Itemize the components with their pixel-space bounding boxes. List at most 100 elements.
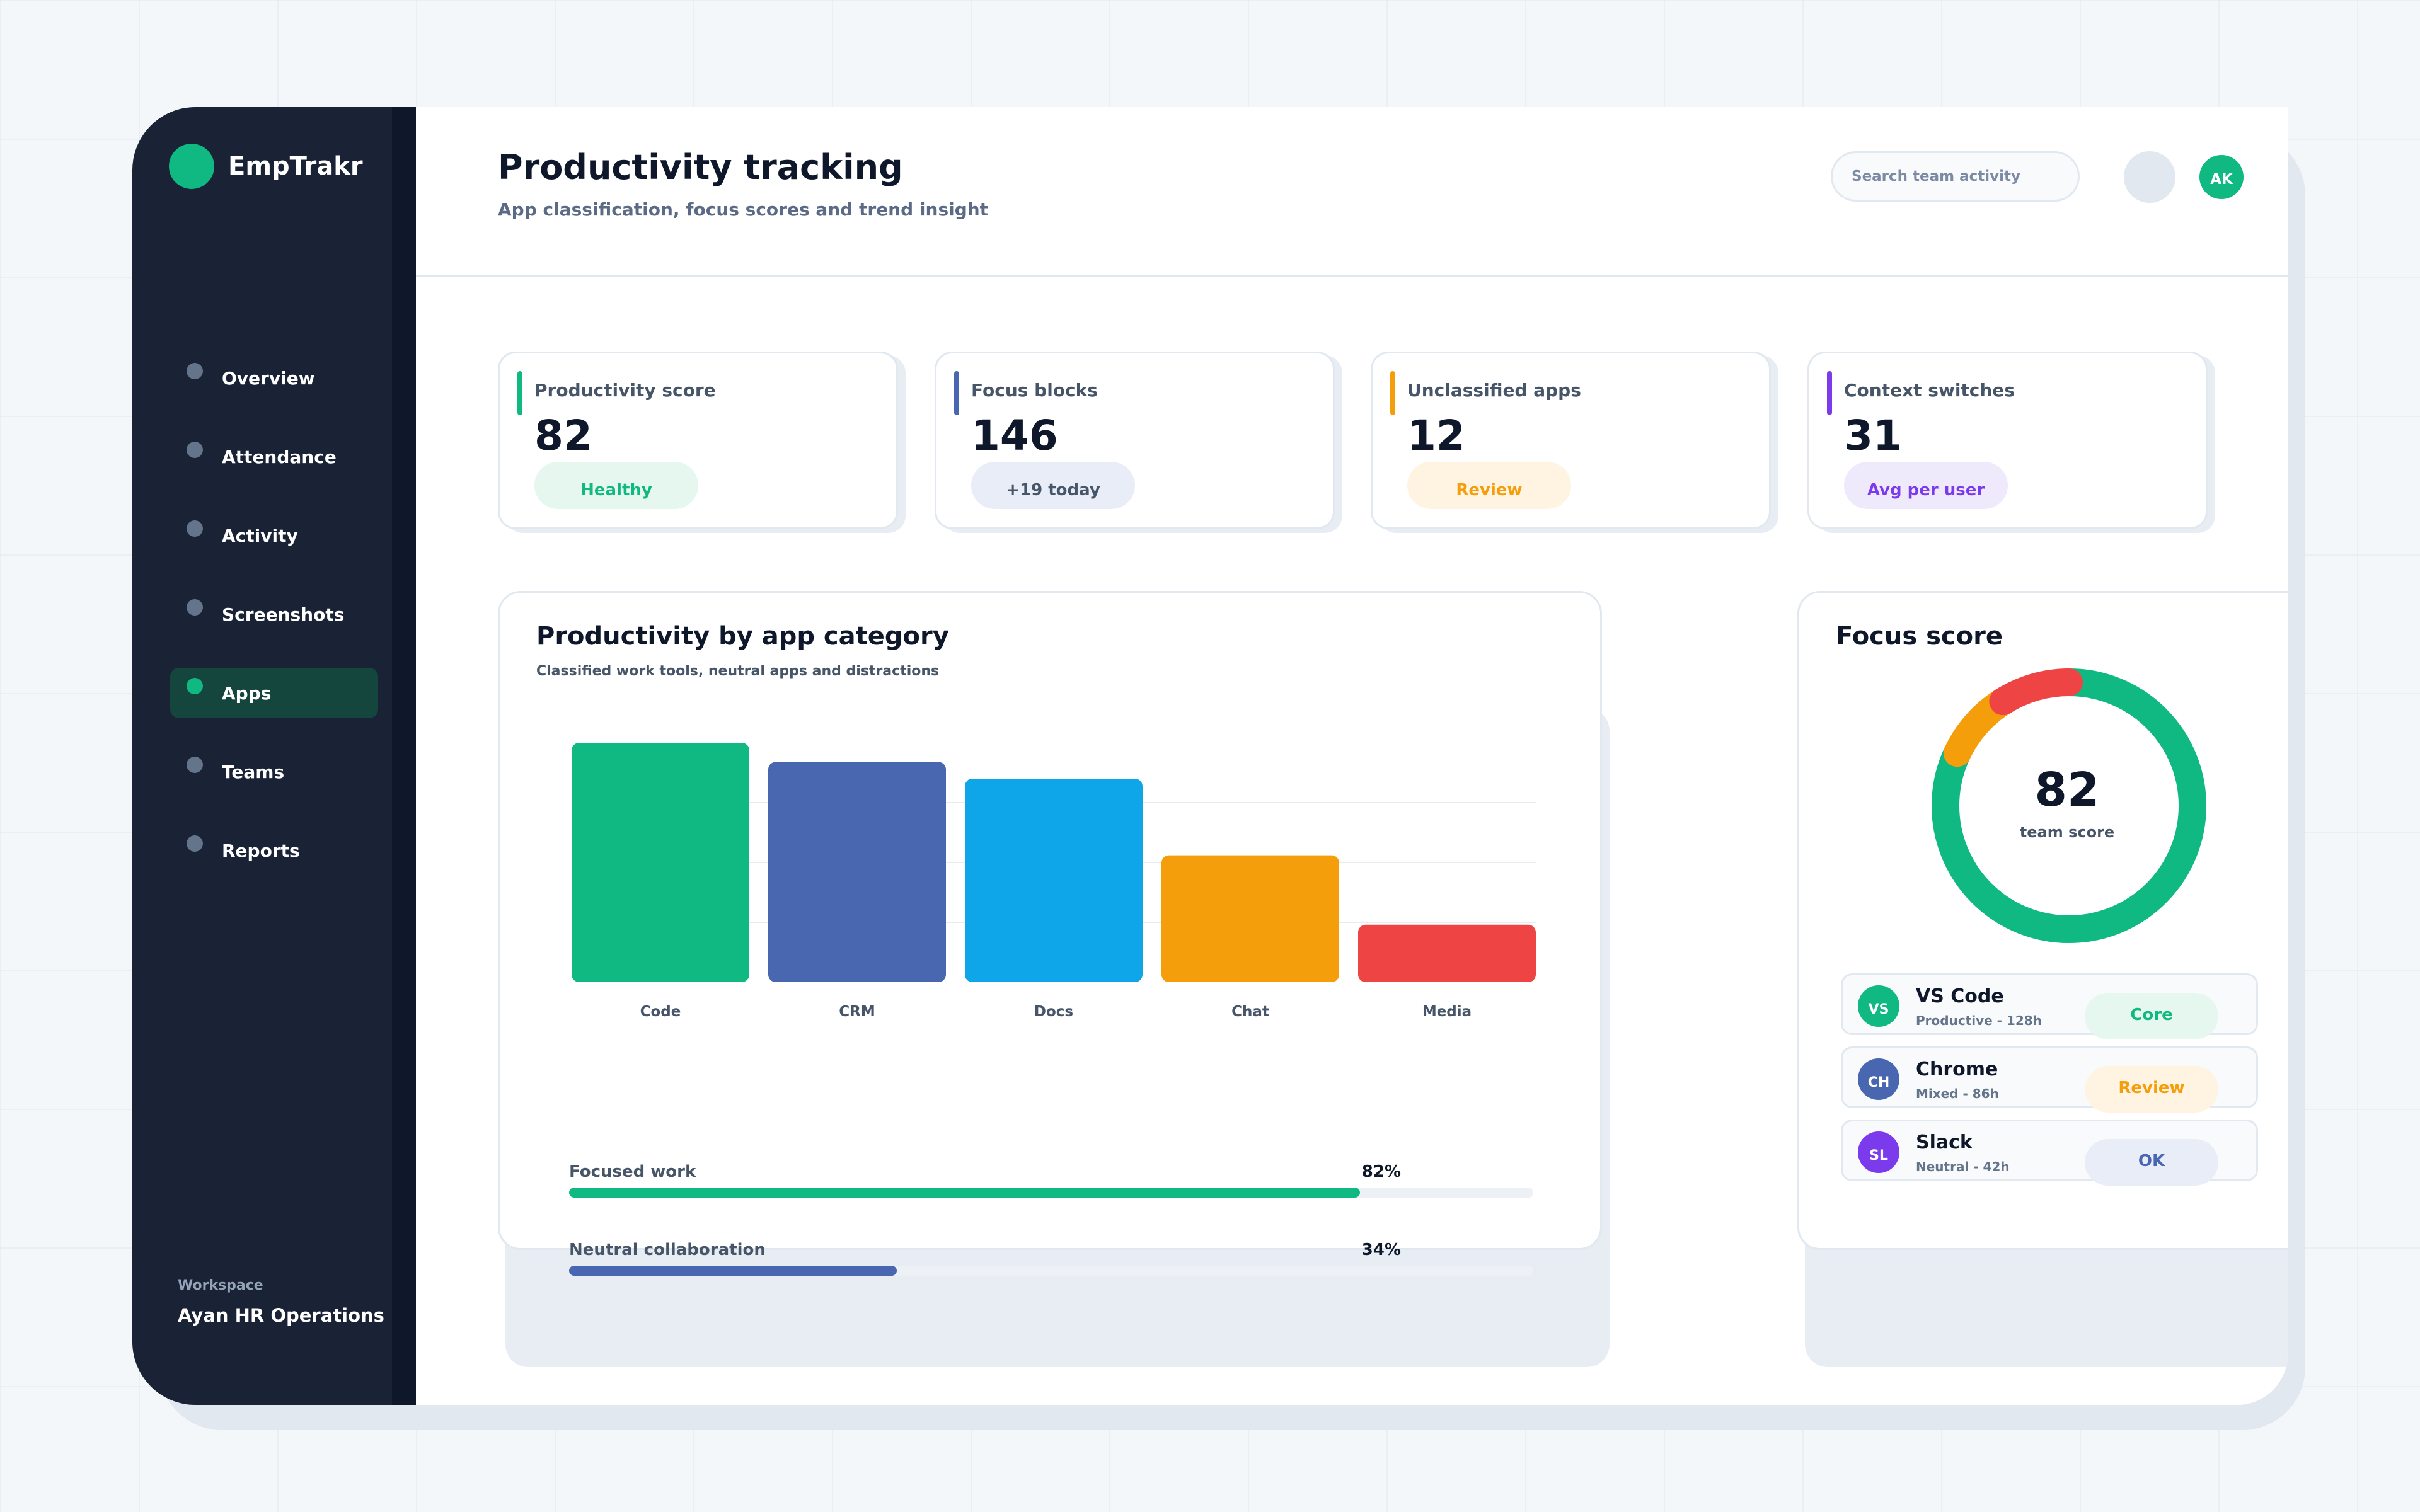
bar-chat[interactable] [1161,855,1339,982]
workspace-info[interactable]: Workspace Ayan HR Operations [178,1278,384,1326]
kpi-value: 82 [534,411,592,460]
focus-score-value: 82 [2034,763,2100,817]
sidebar-item-attendance[interactable]: Attendance [170,432,378,482]
bar-docs[interactable] [965,779,1143,982]
chart-title: Productivity by app category [536,622,949,651]
page-title: Productivity tracking [498,147,903,187]
focus-card-title: Focus score [1836,622,2003,651]
brand-logo-icon [169,144,214,189]
app-meta: Mixed - 86h [1916,1086,1999,1101]
main-content: Productivity tracking App classification… [416,107,2288,1405]
x-tick-label: CRM [839,1004,875,1020]
sidebar-item-label: Attendance [222,446,337,467]
kpi-accent [1390,371,1395,415]
page-subtitle: App classification, focus scores and tre… [498,199,989,220]
kpi-card-unclassified-apps[interactable]: Unclassified apps 12 Review [1371,352,1771,529]
app-avatar-icon: SL [1858,1131,1899,1173]
donut-segment [1932,668,2206,943]
bar-crm[interactable] [768,762,946,982]
kpi-accent [954,371,959,415]
workspace-name: Ayan HR Operations [178,1305,384,1326]
app-row-slack[interactable]: SL Slack Neutral - 42h OK [1841,1120,2258,1186]
kpi-value: 31 [1844,411,1902,460]
brand-name: EmpTrakr [228,152,363,181]
sidebar-item-teams[interactable]: Teams [170,747,378,797]
dot-icon [187,599,203,616]
dot-icon [187,442,203,458]
sidebar-item-activity[interactable]: Activity [170,510,378,561]
kpi-badge: Healthy [534,462,698,509]
sidebar-item-label: Teams [222,761,285,782]
sidebar: EmpTrakr Overview Attendance Activity Sc… [132,107,416,1405]
search-box [1831,151,2080,202]
sidebar-nav: Overview Attendance Activity Screenshots… [170,353,378,904]
progress-value: 82% [1361,1162,1401,1181]
progress-value: 34% [1361,1240,1401,1259]
app-name: Chrome [1916,1058,1998,1080]
focus-score-label: team score [2019,823,2115,841]
app-status-badge[interactable]: Review [2085,1066,2218,1113]
kpi-card-focus-blocks[interactable]: Focus blocks 146 +19 today [935,352,1335,529]
progress-track [569,1266,1533,1276]
category-chart-card: Productivity by app category Classified … [498,591,1602,1276]
kpi-label: Focus blocks [971,380,1098,401]
workspace-label: Workspace [178,1278,263,1293]
app-avatar-icon: CH [1858,1058,1899,1100]
bar-media[interactable] [1358,924,1536,982]
bar-chart: Code CRM Docs Chat Media [572,743,1536,1020]
sidebar-item-label: Apps [222,682,272,704]
sidebar-item-reports[interactable]: Reports [170,825,378,876]
kpi-card-context-switches[interactable]: Context switches 31 Avg per user [1807,352,2208,529]
sidebar-item-label: Reports [222,840,300,861]
kpi-accent [517,371,522,415]
dot-icon [187,520,203,537]
x-tick-label: Media [1422,1004,1472,1020]
kpi-accent [1827,371,1832,415]
sidebar-item-screenshots[interactable]: Screenshots [170,589,378,639]
kpi-label: Context switches [1844,380,2015,401]
bar-code[interactable] [572,743,749,982]
x-tick-label: Chat [1231,1004,1269,1020]
app-row-vs-code[interactable]: VS VS Code Productive - 128h Core [1841,973,2258,1040]
focus-score-card: Focus score 82 team score VS VS Code Pro… [1797,591,2288,1250]
sidebar-item-apps[interactable]: Apps [170,668,378,718]
dot-icon [187,678,203,694]
dot-icon [187,363,203,379]
app-meta: Neutral - 42h [1916,1159,2010,1174]
avatar[interactable]: AK [2199,155,2244,199]
app-row-chrome[interactable]: CH Chrome Mixed - 86h Review [1841,1046,2258,1113]
app-meta: Productive - 128h [1916,1013,2042,1028]
app-name: VS Code [1916,985,2004,1007]
progress-track [569,1188,1533,1198]
dot-icon [187,757,203,773]
app-status-badge[interactable]: Core [2085,993,2218,1040]
chart-subtitle: Classified work tools, neutral apps and … [536,663,940,679]
app-window: EmpTrakr Overview Attendance Activity Sc… [132,107,2288,1405]
sidebar-item-label: Overview [222,367,315,389]
focus-donut [1932,668,2206,943]
notifications-button[interactable] [2124,151,2175,203]
kpi-label: Unclassified apps [1407,380,1581,401]
dot-icon [187,835,203,852]
app-avatar-icon: VS [1858,985,1899,1027]
x-tick-label: Code [640,1004,681,1020]
app-name: Slack [1916,1131,1973,1154]
kpi-value: 12 [1407,411,1465,460]
kpi-value: 146 [971,411,1058,460]
kpi-badge: +19 today [971,462,1135,509]
search-input[interactable] [1833,153,2078,200]
brand[interactable]: EmpTrakr [169,144,363,189]
kpi-badge: Review [1407,462,1571,509]
sidebar-item-label: Activity [222,525,298,546]
sidebar-item-overview[interactable]: Overview [170,353,378,403]
progress-label: Neutral collaboration [569,1240,766,1259]
page-header: Productivity tracking App classification… [416,107,2288,277]
kpi-label: Productivity score [534,380,716,401]
sidebar-item-label: Screenshots [222,604,345,625]
progress-label: Focused work [569,1162,696,1181]
kpi-badge: Avg per user [1844,462,2008,509]
app-status-badge[interactable]: OK [2085,1139,2218,1186]
x-tick-label: Docs [1034,1004,1073,1020]
progress-fill-focused-work [569,1188,1360,1198]
kpi-card-productivity[interactable]: Productivity score 82 Healthy [498,352,898,529]
